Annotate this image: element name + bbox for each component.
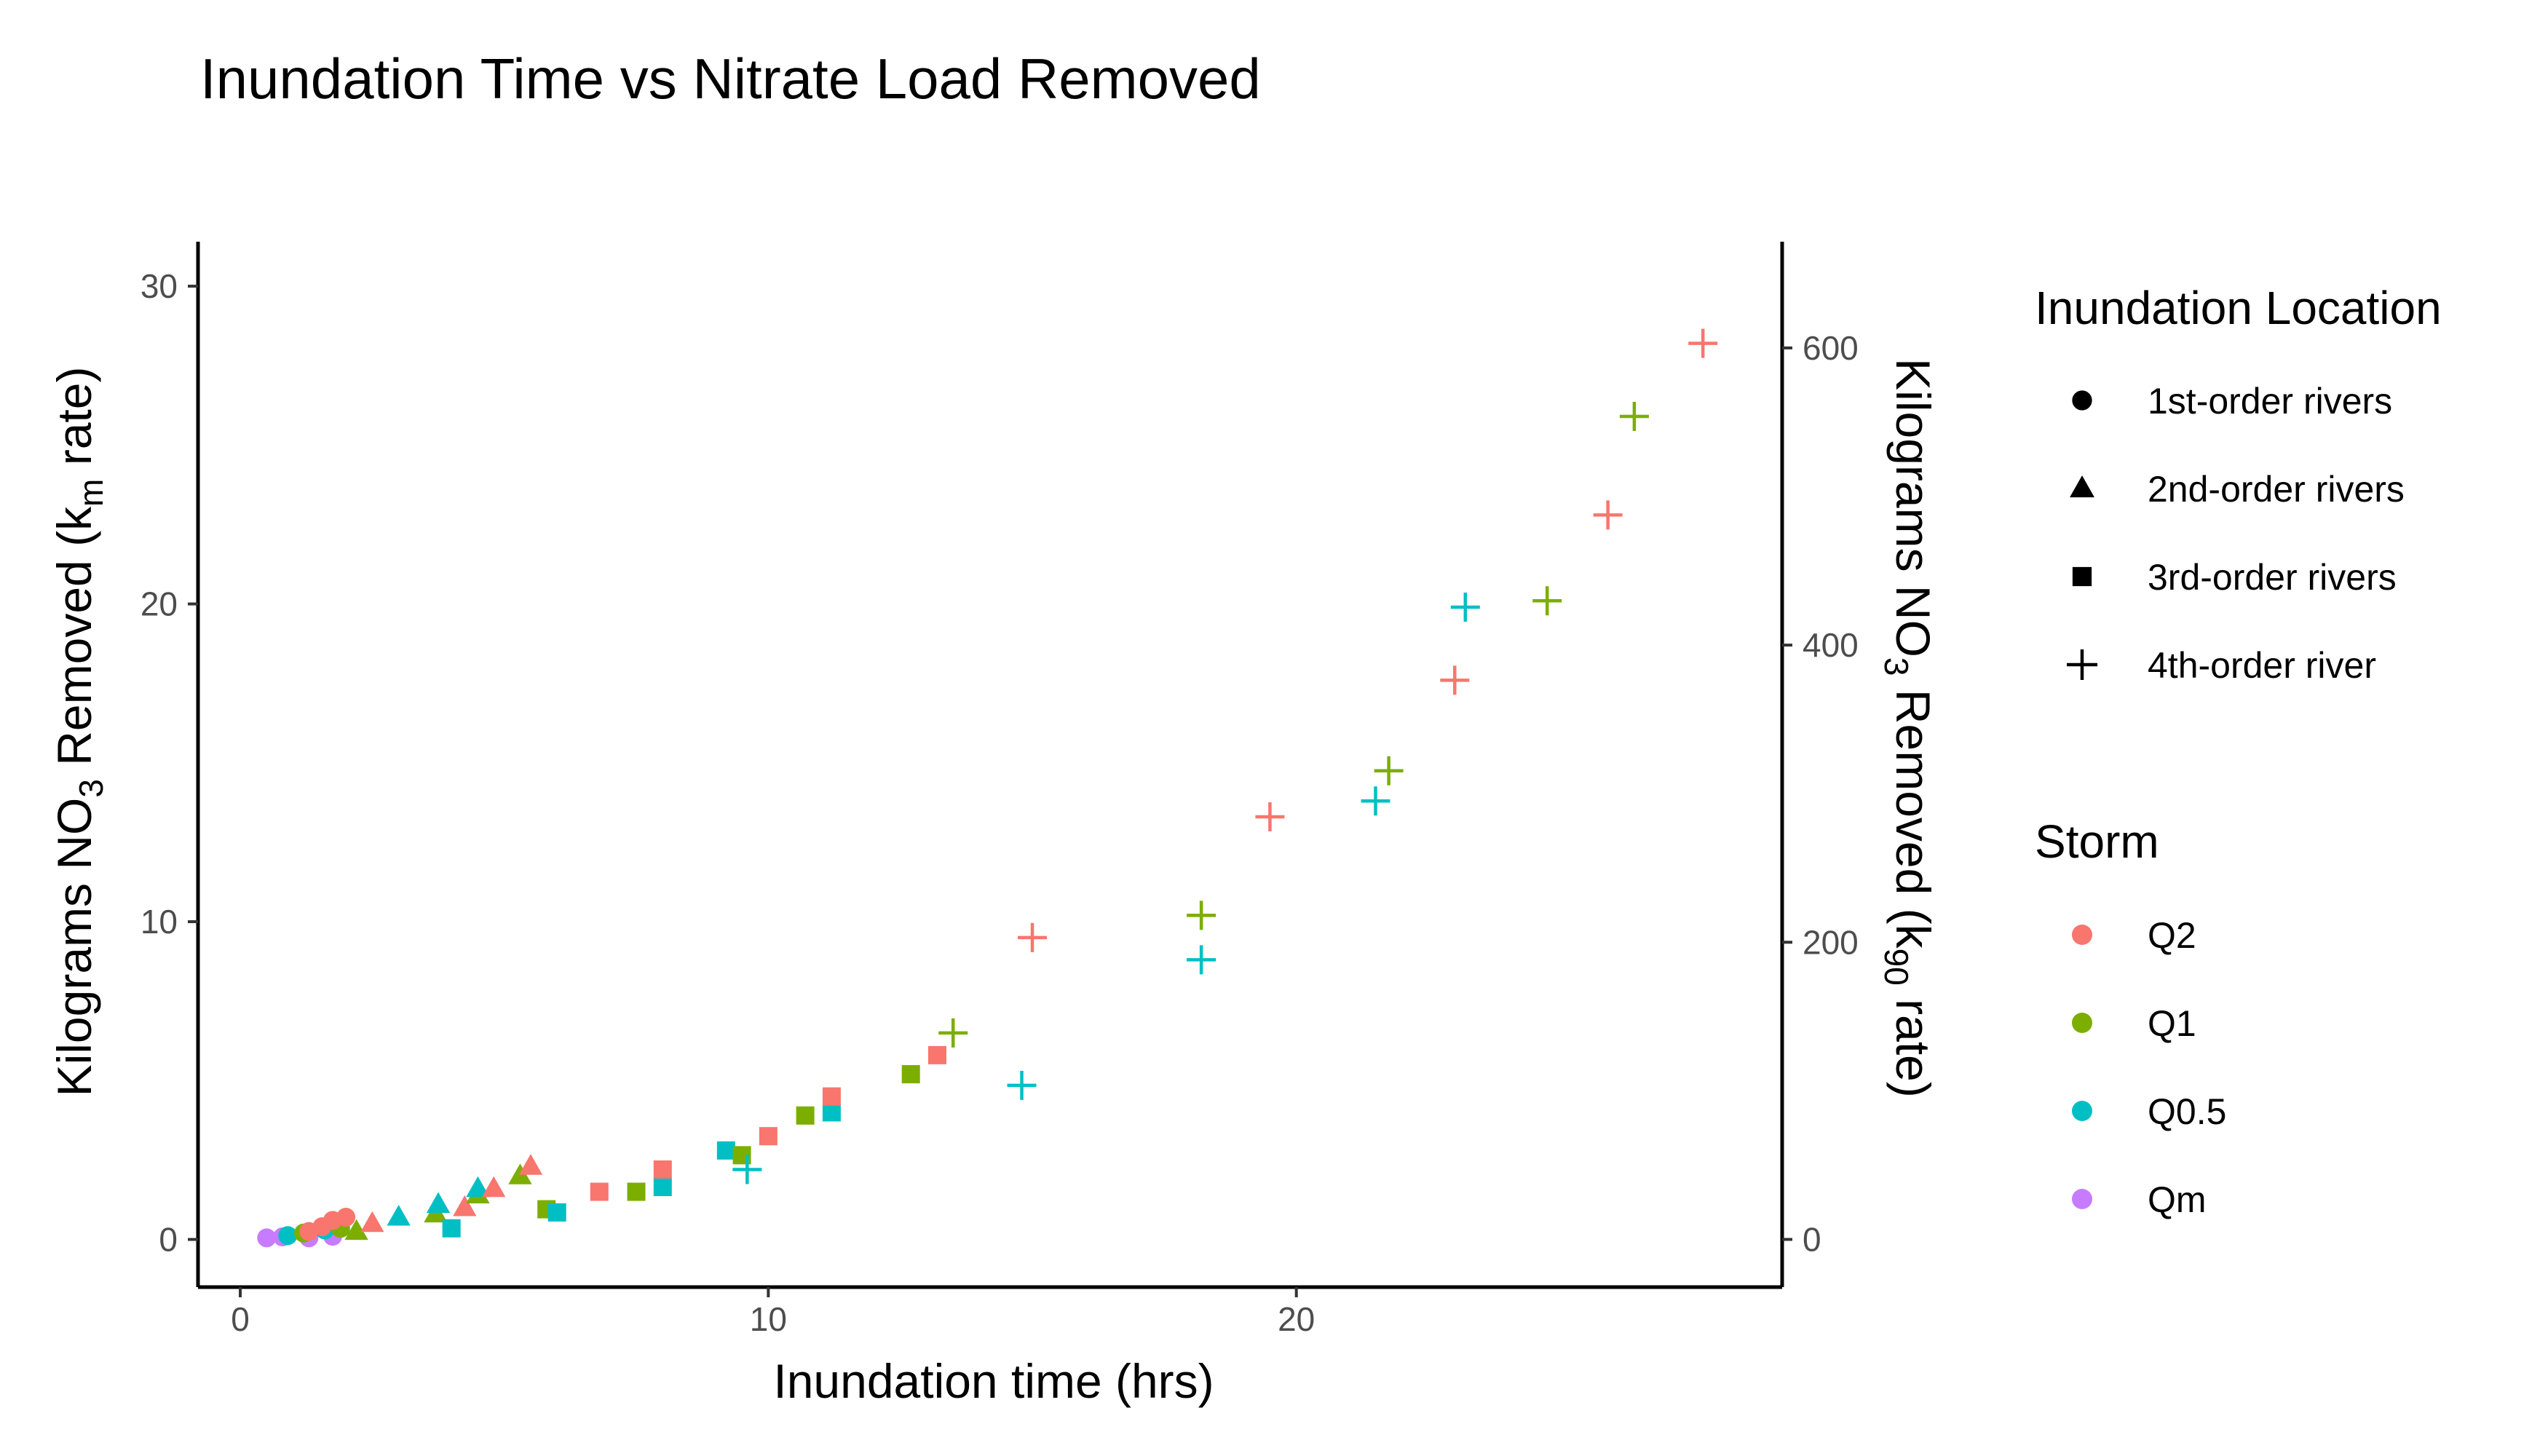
legend-shape-entries: 1st-order rivers 2nd-order rivers 3rd-orde…: [2067, 381, 2405, 686]
y-tick-label: 30: [141, 267, 178, 305]
data-point-triangle: [426, 1192, 451, 1214]
data-point-circle: [278, 1226, 298, 1246]
y-axis-title: Kilograms NO3 Removed (km rate): [47, 367, 110, 1097]
data-point-square: [796, 1106, 815, 1125]
y2-axis-ticks: 0 200 400 600: [1782, 329, 1859, 1258]
data-point-square: [547, 1203, 566, 1222]
data-point-square: [927, 1045, 946, 1064]
y2-axis-title: Kilograms NO3 Removed (k90 rate): [1878, 358, 1940, 1098]
legend-label: 2nd-order rivers: [2148, 469, 2405, 510]
data-point-circle: [257, 1228, 277, 1248]
data-point-cross: [732, 1155, 762, 1184]
legend-key-square: [2072, 566, 2092, 587]
legend-key-circle: [2072, 390, 2092, 411]
data-point-cross: [1187, 901, 1216, 930]
data-point-square: [822, 1103, 841, 1122]
data-point-square: [759, 1127, 778, 1146]
data-point-cross: [1255, 802, 1285, 832]
data-point-cross: [1374, 756, 1404, 786]
data-point-triangle: [387, 1204, 411, 1226]
data-point-triangle: [482, 1176, 506, 1198]
data-points: [257, 328, 1718, 1248]
data-point-circle: [336, 1207, 356, 1227]
data-point-triangle: [466, 1176, 490, 1198]
legend-key-storm: [2072, 1101, 2092, 1121]
y2-tick-label: 600: [1803, 329, 1859, 367]
legend-label: 1st-order rivers: [2148, 381, 2392, 422]
legend-label: Q1: [2148, 1003, 2196, 1044]
x-tick-label: 20: [1278, 1300, 1315, 1338]
legend-key-storm: [2072, 925, 2092, 945]
data-point-cross: [1007, 1070, 1037, 1100]
legend-key-storm: [2072, 1189, 2092, 1209]
data-point-square: [716, 1141, 735, 1160]
x-axis-title: Inundation time (hrs): [773, 1354, 1214, 1408]
data-point-cross: [1187, 945, 1216, 975]
data-point-cross: [1532, 586, 1562, 616]
data-point-cross: [1619, 402, 1649, 432]
data-point-cross: [1018, 922, 1048, 952]
data-point-triangle: [518, 1154, 543, 1175]
data-point-square: [901, 1065, 920, 1084]
data-point-cross: [1593, 500, 1623, 530]
chart-title: Inundation Time vs Nitrate Load Removed: [200, 47, 1261, 111]
data-point-cross: [1688, 328, 1718, 358]
data-point-square: [653, 1160, 672, 1179]
legend-label: Q0.5: [2148, 1091, 2226, 1132]
legend-storm-entries: Q2 Q1 Q0.5 Qm: [2072, 915, 2226, 1220]
data-point-triangle: [344, 1219, 368, 1241]
y2-tick-label: 400: [1803, 626, 1859, 664]
data-point-cross: [938, 1018, 968, 1048]
data-point-cross: [1361, 786, 1390, 816]
data-point-square: [653, 1178, 672, 1197]
data-point-square: [822, 1087, 841, 1106]
data-point-cross: [1450, 592, 1480, 622]
data-point-cross: [1440, 665, 1470, 695]
x-axis-ticks: 0 10 20: [231, 1287, 1315, 1338]
data-point-triangle: [360, 1211, 384, 1233]
legend-key-triangle: [2070, 475, 2094, 498]
x-tick-label: 10: [750, 1300, 787, 1338]
legend-shape-title: Inundation Location: [2035, 282, 2442, 334]
legend-label: 4th-order river: [2148, 645, 2376, 686]
y2-tick-label: 0: [1803, 1220, 1821, 1258]
legend-key-cross: [2067, 649, 2097, 680]
data-point-square: [590, 1182, 609, 1201]
data-point-triangle: [453, 1195, 477, 1216]
y2-tick-label: 200: [1803, 923, 1859, 961]
legend-label: 3rd-order rivers: [2148, 557, 2397, 598]
legend-key-storm: [2072, 1013, 2092, 1033]
y-axis-ticks: 0 10 20 30: [141, 267, 198, 1259]
x-tick-label: 0: [231, 1300, 250, 1338]
data-point-square: [627, 1182, 646, 1201]
y-tick-label: 0: [159, 1221, 178, 1259]
legend-storm-title: Storm: [2035, 815, 2159, 868]
legend-label: Qm: [2148, 1179, 2207, 1220]
y-tick-label: 20: [141, 585, 178, 623]
legend: Inundation Location 1st-order rivers 2nd-…: [2035, 282, 2442, 1220]
legend-label: Q2: [2148, 915, 2196, 956]
y-tick-label: 10: [141, 903, 178, 941]
data-point-square: [442, 1219, 461, 1238]
